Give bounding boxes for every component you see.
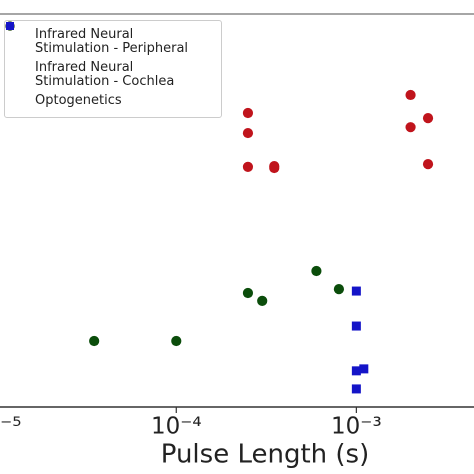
- point: [257, 295, 268, 306]
- legend-label: Infrared Neural Stimulation - Cochlea: [35, 60, 175, 89]
- x-tick-label: 10⁻⁴: [151, 414, 202, 440]
- x-axis-label: Pulse Length (s): [161, 440, 370, 470]
- legend-entry: Infrared Neural Stimulation - Peripheral: [5, 21, 221, 56]
- point: [242, 287, 254, 299]
- legend-label: Infrared Neural Stimulation - Peripheral: [35, 27, 189, 56]
- point: [351, 321, 361, 331]
- point: [405, 122, 416, 133]
- legend-entry: Infrared Neural Stimulation - Cochlea: [5, 21, 221, 89]
- point: [359, 364, 369, 374]
- point: [269, 162, 280, 174]
- point: [171, 335, 182, 347]
- point: [311, 265, 322, 277]
- legend-label: Optogenetics: [35, 93, 122, 108]
- legend-entry: Optogenetics: [5, 22, 221, 108]
- legend-swatch: [6, 22, 14, 30]
- x-tick-label: 10⁻³: [331, 414, 382, 440]
- point: [242, 107, 254, 119]
- point: [89, 335, 100, 347]
- point: [351, 366, 361, 376]
- point: [242, 127, 254, 139]
- point: [422, 113, 434, 124]
- point: [405, 89, 416, 101]
- point: [351, 286, 361, 296]
- x-tick-label: 10⁻⁵: [0, 414, 22, 440]
- point: [242, 161, 254, 172]
- legend: Infrared Neural Stimulation - Peripheral…: [4, 20, 222, 118]
- point: [351, 384, 361, 394]
- point: [6, 22, 14, 30]
- point: [333, 284, 345, 295]
- point: [422, 159, 434, 170]
